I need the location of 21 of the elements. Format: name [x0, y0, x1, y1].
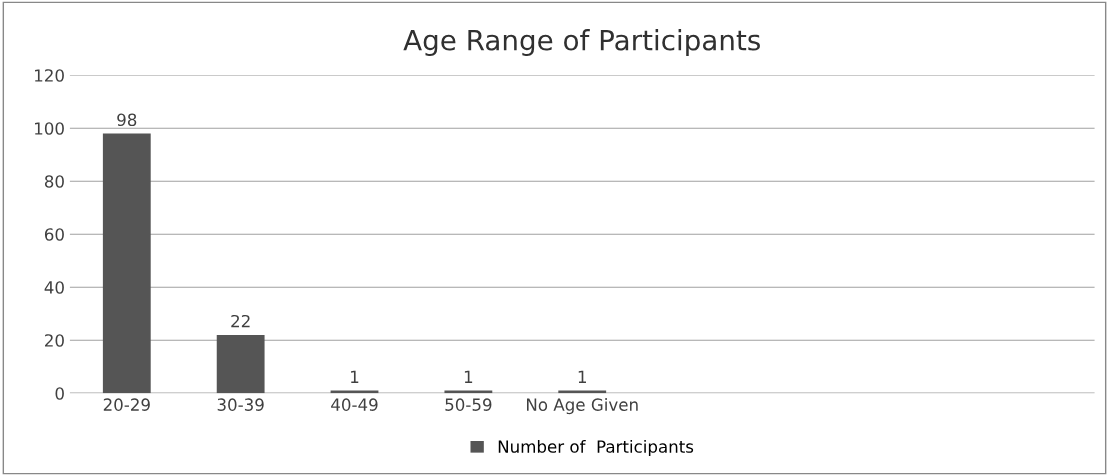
x-tick-label: 20-29: [103, 398, 150, 411]
y-tick-label: 120: [35, 69, 64, 82]
x-tick-label: 50-59: [445, 398, 492, 411]
bar: [102, 133, 151, 394]
data-label: 98: [117, 113, 137, 127]
chart-title: Age Range of Participants: [403, 29, 760, 56]
x-tick-label: No Age Given: [527, 398, 638, 415]
y-tick-label: 100: [35, 122, 64, 135]
data-label: 1: [351, 370, 359, 383]
x-tick-label: 30-39: [217, 398, 264, 411]
data-label: 22: [231, 314, 250, 328]
y-tick-label: 0: [55, 387, 64, 400]
data-label: 1: [464, 370, 473, 383]
x-tick-label: 40-49: [331, 398, 378, 411]
y-tick-label: 20: [45, 334, 64, 347]
bar: [216, 334, 265, 394]
data-label: 1: [578, 370, 586, 383]
y-tick-label: 80: [44, 175, 64, 188]
y-tick-label: 60: [44, 228, 64, 241]
y-tick-label: 40: [44, 281, 64, 294]
legend-label: Number of Participants: [498, 439, 694, 457]
